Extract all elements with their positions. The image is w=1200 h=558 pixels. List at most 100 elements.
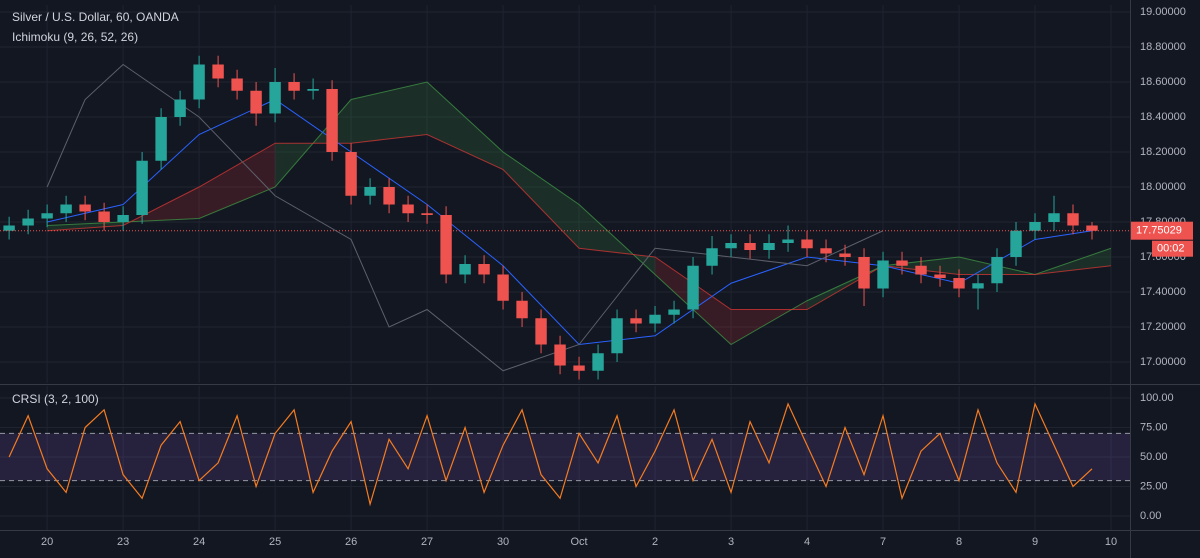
cloud-segment (199, 143, 276, 219)
y-tick-label: 75.00 (1140, 421, 1168, 433)
y-tick-label: 0.00 (1140, 510, 1161, 522)
cloud-line (47, 133, 1112, 310)
band-fill (0, 433, 1130, 481)
cloud-segment (351, 82, 428, 144)
candle-body (212, 64, 224, 79)
x-tick-label: 9 (1032, 536, 1038, 548)
candle-body (934, 274, 946, 278)
crsi-line (8, 402, 1093, 507)
y-tick-label: 17.40000 (1140, 286, 1186, 298)
candle-body (478, 264, 490, 275)
cloud-segment (427, 82, 504, 170)
candle-body (440, 215, 452, 275)
y-tick-label: 18.80000 (1140, 41, 1186, 53)
candle-body (687, 265, 699, 310)
y-tick-label: 17.20000 (1140, 321, 1186, 333)
candle-body (117, 215, 129, 222)
candle-body (763, 243, 775, 250)
candle-body (98, 211, 110, 222)
candle-body (79, 204, 91, 212)
x-tick-label: 4 (804, 536, 810, 548)
candle-body (611, 318, 623, 354)
y-tick-label: 18.20000 (1140, 146, 1186, 158)
candle-body (364, 187, 376, 196)
x-tick-label: 20 (41, 536, 53, 548)
candle-body (1086, 225, 1098, 231)
candle-body (326, 89, 338, 152)
candle-body (991, 257, 1003, 284)
y-tick-label: 17.00000 (1140, 356, 1186, 368)
candle-body (3, 225, 15, 231)
candle-body (535, 318, 547, 345)
candle-body (497, 274, 509, 301)
candle-body (953, 278, 965, 289)
candle-body (839, 253, 851, 257)
candle-body (649, 314, 661, 324)
candle-body (858, 257, 870, 289)
candle-body (269, 82, 281, 114)
candle-body (592, 353, 604, 371)
indicator-line (46, 63, 884, 372)
y-tick-label: 100.00 (1140, 392, 1174, 404)
candle-body (744, 243, 756, 250)
candle-body (22, 218, 34, 226)
candle-body (307, 89, 319, 91)
candle-body (1029, 222, 1041, 231)
countdown-tag (1152, 240, 1193, 257)
y-tick-label: 50.00 (1140, 451, 1168, 463)
x-tick-label: 26 (345, 536, 357, 548)
candle-body (820, 248, 832, 254)
candle-body (668, 309, 680, 315)
chart-title: Silver / U.S. Dollar, 60, OANDA (12, 10, 179, 24)
candle-body (41, 213, 53, 219)
candle-body (402, 204, 414, 214)
candle-body (174, 99, 186, 117)
countdown-label: 00:02 (1157, 243, 1185, 255)
x-tick-label: 3 (728, 536, 734, 548)
candle-body (915, 265, 927, 275)
candle-body (1067, 213, 1079, 226)
y-tick-label: 18.60000 (1140, 76, 1186, 88)
candle-body (725, 243, 737, 249)
y-tick-label: 18.00000 (1140, 181, 1186, 193)
candle-body (345, 152, 357, 196)
x-tick-label: 27 (421, 536, 433, 548)
x-tick-label: 24 (193, 536, 205, 548)
candle-body (877, 260, 889, 289)
x-tick-label: 30 (497, 536, 509, 548)
candle-body (706, 248, 718, 266)
indicator-label: CRSI (3, 2, 100) (12, 392, 99, 406)
y-tick-label: 25.00 (1140, 480, 1168, 492)
x-tick-label: Oct (570, 536, 587, 548)
indicator-label: Ichimoku (9, 26, 52, 26) (12, 30, 138, 44)
y-tick-label: 19.00000 (1140, 6, 1186, 18)
candle-body (782, 239, 794, 243)
candle-body (383, 187, 395, 205)
candle-body (896, 260, 908, 266)
candle-body (516, 300, 528, 319)
candle-body (459, 264, 471, 275)
price-tag (1131, 221, 1193, 240)
cloud-line (47, 81, 1112, 346)
candle-body (193, 64, 205, 100)
y-tick-label: 18.40000 (1140, 111, 1186, 123)
candle-body (1048, 213, 1060, 222)
cloud-segment (503, 152, 580, 249)
price-tag-label: 17.75029 (1136, 225, 1182, 237)
x-tick-label: 7 (880, 536, 886, 548)
x-tick-label: 2 (652, 536, 658, 548)
candle-body (801, 239, 813, 249)
candle-body (288, 82, 300, 91)
candle-body (421, 213, 433, 215)
candle-body (554, 344, 566, 366)
candle-body (573, 365, 585, 371)
cloud-segment (123, 187, 200, 226)
candle-body (250, 90, 262, 114)
candle-body (231, 78, 243, 91)
candle-body (630, 318, 642, 324)
candle-body (155, 117, 167, 161)
x-tick-label: 23 (117, 536, 129, 548)
x-tick-label: 25 (269, 536, 281, 548)
candle-body (60, 204, 72, 214)
